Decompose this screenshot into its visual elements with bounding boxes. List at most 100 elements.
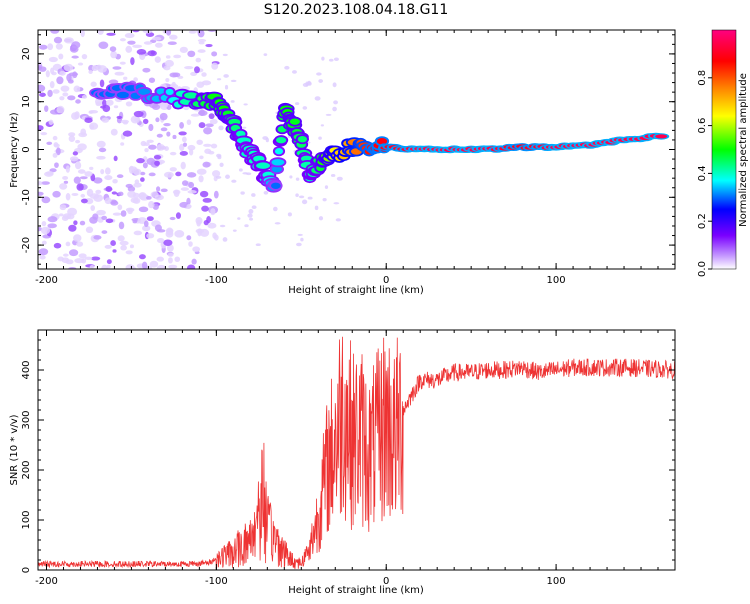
noise-speckle — [169, 167, 177, 172]
noise-speckle — [38, 191, 44, 196]
noise-speckle — [81, 258, 87, 264]
noise-speckle — [187, 190, 197, 194]
noise-speckle — [153, 154, 162, 160]
noise-speckle — [199, 155, 204, 160]
snr-panel: -200 -100 0 100 0 100 200 300 400 Height of str… — [9, 329, 676, 596]
x-tick-label: 0 — [383, 275, 389, 286]
colorbar-tick-label: 0.4 — [697, 165, 708, 181]
noise-speckle — [321, 56, 325, 61]
y-tick-label: -20 — [21, 237, 32, 253]
noise-speckle — [160, 188, 168, 193]
noise-speckle — [208, 113, 215, 120]
noise-speckle — [223, 74, 229, 78]
noise-speckle — [105, 185, 113, 192]
noise-speckle — [187, 144, 196, 151]
noise-speckle — [59, 183, 68, 190]
noise-speckle — [125, 45, 133, 53]
noise-speckle — [106, 99, 114, 106]
y-tick-label: 400 — [21, 360, 32, 379]
noise-speckle — [179, 121, 184, 129]
noise-speckle — [148, 172, 156, 177]
snr-y-ticks: 0 100 200 300 400 — [21, 329, 675, 573]
noise-speckle — [119, 240, 129, 246]
noise-speckle — [163, 65, 171, 71]
noise-speckle — [90, 81, 97, 87]
noise-speckle — [255, 243, 261, 247]
noise-speckle — [196, 219, 201, 227]
noise-speckle — [101, 264, 108, 269]
noise-speckle — [284, 65, 290, 70]
noise-speckle — [93, 235, 102, 240]
noise-speckle — [58, 213, 64, 217]
noise-speckle — [88, 69, 93, 74]
noise-speckle — [274, 222, 281, 225]
noise-speckle — [198, 109, 206, 116]
noise-speckle — [53, 36, 63, 44]
noise-speckle — [174, 256, 181, 263]
noise-speckle — [62, 176, 69, 180]
noise-speckle — [216, 78, 222, 81]
noise-speckle — [55, 147, 61, 156]
noise-speckle — [98, 147, 107, 153]
spectrogram-x-label: Height of straight line (km) — [288, 285, 424, 296]
noise-speckle — [156, 256, 164, 262]
noise-speckle — [186, 235, 192, 241]
noise-speckle — [245, 172, 252, 176]
noise-speckle — [219, 224, 226, 228]
noise-speckle — [89, 265, 95, 269]
snr-x-ticks: -200 -100 0 100 — [35, 330, 676, 587]
noise-speckle — [69, 156, 79, 162]
noise-speckle — [186, 204, 192, 209]
spectrogram-x-ticks: -200 -100 0 100 — [35, 30, 676, 286]
noise-speckle — [119, 61, 126, 65]
noise-speckle — [63, 37, 74, 44]
noise-speckle — [146, 195, 152, 200]
noise-speckle — [133, 230, 142, 236]
noise-speckle — [146, 139, 154, 144]
noise-speckle — [148, 123, 154, 132]
colorbar-tick-label: 0.2 — [697, 213, 708, 229]
noise-speckle — [316, 72, 322, 76]
noise-speckle — [132, 219, 138, 224]
noise-speckle — [192, 246, 201, 253]
noise-speckle — [49, 81, 55, 89]
noise-speckle — [198, 122, 206, 129]
noise-speckle — [139, 53, 146, 60]
noise-speckle — [95, 101, 102, 107]
noise-speckle — [146, 216, 154, 222]
noise-speckle — [197, 30, 205, 38]
noise-speckle — [52, 135, 58, 141]
noise-speckle — [318, 216, 324, 221]
noise-speckle — [78, 132, 88, 138]
noise-speckle — [89, 166, 94, 171]
colorbar-gradient — [711, 29, 737, 270]
noise-speckle — [251, 193, 256, 197]
noise-speckle — [320, 124, 324, 127]
noise-speckle — [213, 234, 219, 241]
noise-speckle — [243, 103, 248, 106]
noise-speckle — [188, 241, 193, 247]
noise-speckle — [291, 70, 297, 74]
noise-speckle — [148, 200, 155, 209]
noise-speckle — [59, 204, 67, 211]
noise-speckle — [171, 81, 176, 87]
noise-speckle — [138, 206, 149, 213]
spectrogram-y-label: Frequency (Hz) — [9, 112, 20, 188]
noise-speckle — [93, 177, 103, 184]
noise-speckle — [156, 264, 167, 269]
ridge-core — [165, 88, 174, 96]
noise-speckle — [225, 174, 230, 179]
noise-speckle — [108, 79, 119, 85]
noise-speckle — [65, 165, 70, 173]
noise-speckle — [67, 207, 78, 216]
noise-speckle — [265, 137, 269, 143]
noise-speckle — [88, 110, 94, 114]
noise-speckle — [79, 176, 88, 180]
noise-speckle — [216, 153, 222, 158]
noise-speckle — [166, 244, 174, 252]
noise-speckle — [199, 190, 209, 198]
noise-speckle — [41, 220, 47, 227]
noise-speckle — [77, 143, 87, 151]
noise-speckle — [46, 141, 53, 145]
